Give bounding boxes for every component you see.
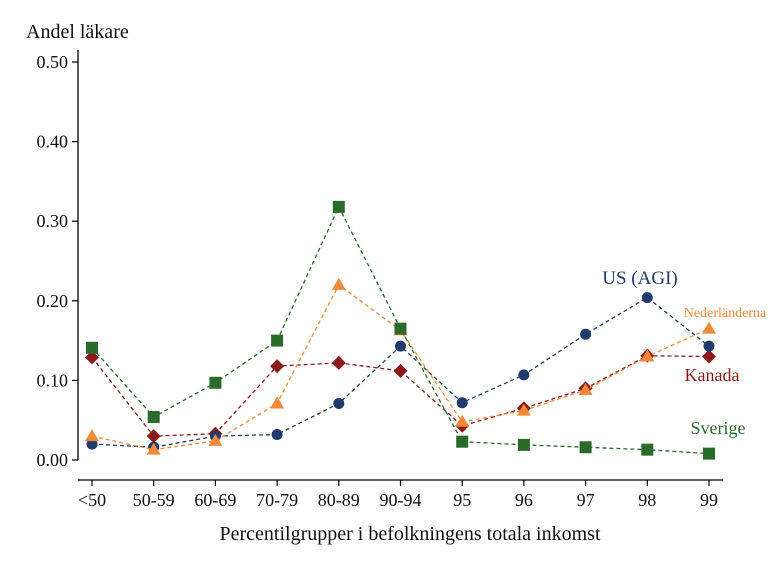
data-point	[208, 433, 223, 446]
x-tick-label: <50	[78, 490, 106, 510]
data-point	[146, 429, 161, 444]
data-point	[516, 403, 531, 416]
data-point	[455, 414, 470, 427]
y-tick-label: 0.30	[37, 211, 69, 231]
series-kanada	[85, 348, 716, 444]
y-tick-label: 0.50	[37, 52, 69, 72]
axes: 0.00 0.10 0.20 0.30 0.40 0.50 <50 50-59 60-69 70-…	[37, 50, 723, 510]
data-point	[271, 334, 284, 347]
data-point	[86, 341, 98, 354]
x-tick-label: 96	[515, 490, 533, 510]
data-point	[394, 322, 407, 335]
x-tick-label: 90-94	[380, 490, 422, 510]
series-label-kanada: Kanada	[685, 365, 740, 385]
data-point	[580, 328, 592, 340]
series-label-nederl-nderna: Nederländerna	[684, 306, 767, 321]
data-point	[331, 277, 346, 290]
y-tick-label: 0.20	[37, 291, 69, 311]
data-point	[146, 442, 161, 455]
data-point	[270, 359, 285, 374]
x-tick-label: 80-89	[318, 490, 360, 510]
data-point	[517, 438, 530, 451]
y-tick-label: 0.00	[37, 450, 69, 470]
x-tick-label: 70-79	[256, 490, 298, 510]
data-point	[270, 396, 285, 409]
data-point	[86, 438, 98, 450]
data-point	[702, 321, 716, 334]
data-point	[85, 429, 99, 442]
x-tick-label: 60-69	[194, 490, 236, 510]
data-point	[640, 349, 655, 362]
data-point	[331, 355, 346, 370]
x-tick-label: 97	[577, 490, 595, 510]
data-point	[641, 443, 654, 456]
series-sverige	[86, 200, 715, 460]
data-point	[456, 435, 469, 448]
x-tick-label: 95	[453, 490, 471, 510]
data-point	[579, 441, 592, 454]
series-labels: US (AGI) Nederländerna Kanada Sverige	[602, 268, 767, 438]
y-tick-label: 0.10	[37, 370, 69, 390]
data-point	[703, 340, 715, 352]
x-tick-label: 50-59	[133, 490, 175, 510]
data-point	[395, 340, 406, 352]
data-point	[703, 447, 715, 460]
data-point	[393, 363, 408, 378]
data-point	[456, 397, 468, 409]
data-point	[209, 376, 222, 389]
x-tick-label: 98	[638, 490, 656, 510]
data-point	[271, 429, 283, 441]
data-point	[85, 350, 99, 365]
data-point	[147, 411, 160, 424]
x-tick-label: 99	[700, 490, 718, 510]
y-axis-title: Andel läkare	[26, 21, 129, 43]
series-label-us-agi: US (AGI)	[602, 268, 677, 289]
data-point	[578, 382, 593, 395]
x-axis-title: Percentilgrupper i befolkningens totala …	[219, 523, 600, 545]
data-point	[333, 397, 345, 409]
data-point	[332, 200, 345, 213]
series-layer	[85, 200, 716, 460]
y-tick-label: 0.40	[37, 132, 69, 152]
data-point	[702, 349, 716, 364]
data-point	[641, 292, 653, 304]
series-label-sverige: Sverige	[691, 418, 746, 438]
series-line	[91, 355, 710, 437]
data-point	[518, 369, 530, 381]
